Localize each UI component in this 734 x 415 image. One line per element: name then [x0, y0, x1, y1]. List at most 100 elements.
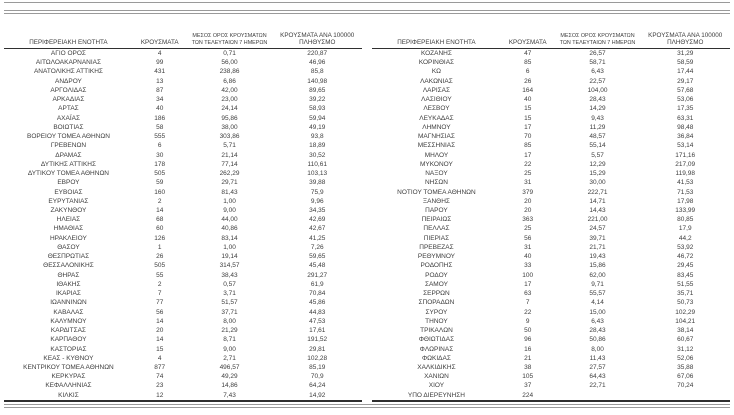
cell-cases: 85 — [524, 59, 532, 67]
cell-region-name: ΜΗΛΟΥ — [424, 151, 449, 159]
cell-region-name: ΤΗΝΟΥ — [425, 317, 448, 325]
table-row: ΚΑΒΑΛΑΣ 56 37,71 44,83 — [4, 308, 362, 317]
cell-cases: 2 — [157, 280, 162, 288]
cell-cases: 431 — [154, 68, 166, 76]
cell-avg-last-7-days: 303,86 — [219, 133, 240, 141]
cell-cases: 100 — [522, 271, 534, 279]
cell-region-name: ΥΠΟ ΔΙΕΡΕΥΝΗΣΗ — [407, 391, 465, 399]
cell-cases-per-100000: 63,31 — [677, 114, 694, 122]
cell-cases: 7 — [525, 299, 530, 307]
cell-avg-last-7-days: 95,86 — [221, 114, 238, 122]
table-row: ΛΕΣΒΟΥ 15 14,29 17,35 — [372, 104, 730, 113]
cell-avg-last-7-days: 7,43 — [223, 391, 236, 399]
cell-region-name: ΒΟΙΩΤΙΑΣ — [53, 123, 84, 131]
cell-avg-last-7-days: 62,00 — [589, 271, 606, 279]
cell-avg-last-7-days: 24,14 — [221, 105, 238, 113]
table-body-right: ΚΟΖΑΝΗΣ 47 26,57 31,29 ΚΟΡΙΝΘΙΑΣ 85 58,71 58,59… — [372, 49, 730, 401]
cell-region-name: ΘΕΣΣΑΛΟΝΙΚΗΣ — [43, 262, 94, 270]
cell-region-name: ΕΥΒΟΙΑΣ — [54, 188, 83, 196]
top-divider-line — [4, 2, 730, 3]
cell-avg-last-7-days: 38,00 — [221, 123, 238, 131]
cell-avg-last-7-days: 9,43 — [591, 114, 604, 122]
cell-cases: 63 — [524, 290, 532, 298]
cell-cases-per-100000: 89,65 — [309, 86, 326, 94]
cell-avg-last-7-days: 5,71 — [223, 142, 236, 150]
cell-avg-last-7-days: 28,43 — [589, 327, 606, 335]
cell-avg-last-7-days: 27,57 — [589, 363, 606, 371]
cell-cases-per-100000: 70,9 — [310, 373, 324, 381]
cell-cases-per-100000: 52,06 — [677, 354, 694, 362]
cell-cases-per-100000: 58,93 — [309, 105, 326, 113]
cell-cases-per-100000: 42,67 — [309, 225, 326, 233]
table-row: ΚΕΝΤΡΙΚΟΥ ΤΟΜΕΑ ΑΘΗΝΩΝ 877 496,57 85,19 — [4, 363, 362, 372]
cell-cases-per-100000: 7,26 — [310, 243, 324, 251]
top-double-line-lower — [4, 13, 730, 14]
cell-cases-per-100000: 49,19 — [309, 123, 326, 131]
cell-avg-last-7-days: 38,43 — [221, 271, 238, 279]
table-row: ΠΑΡΟΥ 20 14,43 133,99 — [372, 206, 730, 215]
cell-region-name: ΑΡΤΑΣ — [58, 105, 79, 113]
table-row: ΠΕΛΛΑΣ 25 24,57 17,9 — [372, 224, 730, 233]
cell-region-name: ΦΩΚΙΔΑΣ — [421, 354, 451, 362]
cell-region-name: ΓΡΕΒΕΝΩΝ — [50, 142, 87, 150]
cell-avg-last-7-days: 39,71 — [589, 234, 606, 242]
cell-cases-per-100000: 119,98 — [675, 170, 695, 178]
cell-region-name: ΣΑΜΟΥ — [424, 280, 448, 288]
cell-cases: 15 — [156, 345, 164, 353]
table-row: ΗΡΑΚΛΕΙΟΥ 126 83,14 41,25 — [4, 234, 362, 243]
column-header-cases: ΚΡΟΥΣΜΑΤΑ — [132, 20, 187, 49]
cell-cases-per-100000: 46,96 — [309, 59, 326, 67]
cell-cases: 40 — [524, 253, 532, 261]
bottom-double-line-lower — [4, 407, 730, 408]
cell-cases: 60 — [156, 225, 164, 233]
table-row: ΑΓΙΟ ΟΡΟΣ 4 0,71 220,87 — [4, 49, 362, 59]
cell-cases-per-100000: 64,24 — [309, 382, 326, 390]
cell-cases-per-100000: 45,48 — [309, 262, 326, 270]
cell-cases-per-100000: 9,96 — [310, 197, 324, 205]
cell-cases: 4 — [157, 354, 162, 362]
table-row: ΑΧΑΪΑΣ 186 95,86 59,94 — [4, 114, 362, 123]
cell-avg-last-7-days: 42,00 — [221, 86, 238, 94]
cell-cases: 186 — [154, 114, 166, 122]
cell-cases-per-100000: 36,84 — [677, 133, 694, 141]
cell-avg-last-7-days: 21,14 — [221, 151, 238, 159]
cell-avg-last-7-days: 2,71 — [223, 354, 236, 362]
cell-cases-per-100000: 70,84 — [309, 290, 326, 298]
cell-avg-last-7-days: 104,00 — [587, 86, 608, 94]
cell-avg-last-7-days: 11,43 — [589, 354, 606, 362]
cell-region-name: ΠΙΕΡΙΑΣ — [423, 234, 450, 242]
cell-cases-per-100000: 110,61 — [307, 160, 327, 168]
cell-cases-per-100000: 17,9 — [678, 225, 692, 233]
cell-region-name: ΠΕΙΡΑΙΩΣ — [421, 216, 452, 224]
column-header-per100k: ΚΡΟΥΣΜΑΤΑ ΑΝΑ 100000 ΠΛΗΘΥΣΜΟ — [272, 20, 362, 49]
cell-avg-last-7-days: 40,86 — [221, 225, 238, 233]
cell-cases-per-100000: 59,65 — [309, 253, 326, 261]
cell-region-name: ΑΡΚΑΔΙΑΣ — [52, 96, 85, 104]
cell-cases: 58 — [156, 123, 164, 131]
cell-cases: 160 — [154, 188, 166, 196]
cell-cases: 12 — [156, 391, 164, 399]
cell-cases-per-100000: 46,72 — [677, 253, 694, 261]
cell-avg-last-7-days: 81,43 — [221, 188, 238, 196]
cell-avg-last-7-days: 50,86 — [589, 336, 606, 344]
cell-avg-last-7-days: 22,57 — [589, 77, 606, 85]
cell-cases: 20 — [156, 327, 164, 335]
cell-avg-last-7-days: 15,29 — [589, 170, 606, 178]
cell-cases-per-100000: 39,22 — [309, 96, 326, 104]
cell-cases: 59 — [156, 179, 164, 187]
cell-cases-per-100000: 103,13 — [307, 170, 328, 178]
cell-avg-last-7-days: 37,71 — [221, 308, 238, 316]
cell-cases-per-100000: 220,87 — [307, 50, 328, 57]
cell-avg-last-7-days: 9,00 — [223, 345, 236, 353]
table-row: ΝΗΣΩΝ 31 30,00 41,53 — [372, 178, 730, 187]
cell-cases-per-100000: 39,88 — [309, 179, 326, 187]
top-double-line-upper — [4, 10, 730, 11]
cell-avg-last-7-days: 9,00 — [223, 206, 236, 214]
cell-cases: 23 — [156, 382, 164, 390]
cell-cases: 77 — [156, 299, 164, 307]
cell-cases-per-100000: 44,2 — [678, 234, 692, 242]
cell-cases-per-100000: 35,88 — [677, 363, 694, 371]
cell-avg-last-7-days: 83,14 — [221, 234, 238, 242]
cell-cases: 20 — [524, 197, 532, 205]
cell-cases-per-100000: 41,53 — [677, 179, 694, 187]
